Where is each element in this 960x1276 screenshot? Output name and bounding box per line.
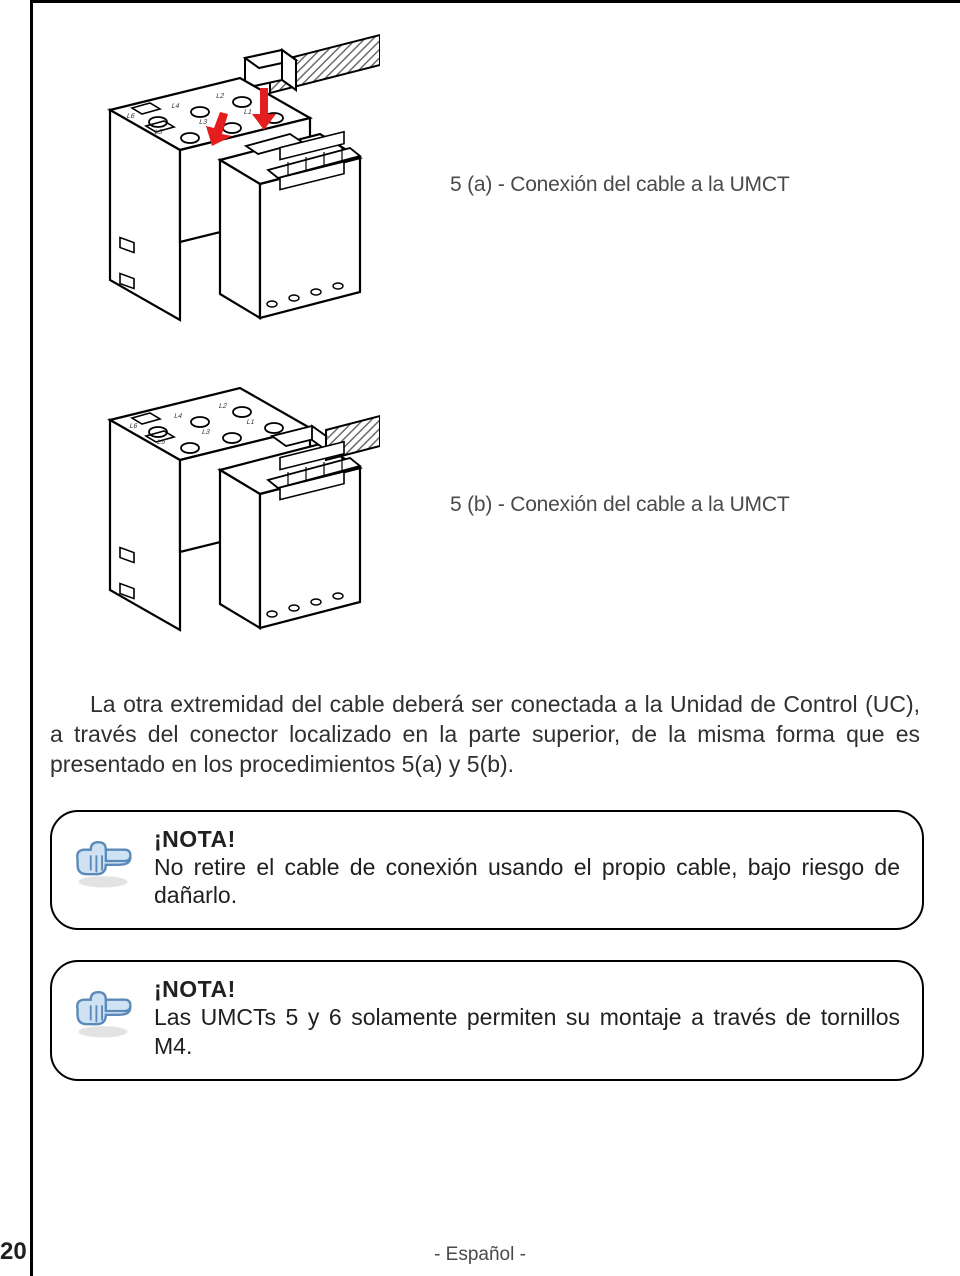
page-content: L6 L4 L2 L5 L3 L1 [50,30,930,1256]
figure-5b-row: L6 L4 L2 L5 L3 L1 [50,350,930,660]
body-paragraph: La otra extremidad del cable deberá ser … [50,690,930,780]
note-box-2: ¡NOTA! Las UMCTs 5 y 6 solamente permite… [50,960,924,1081]
pointing-hand-icon [70,982,136,1040]
figure-5b-illustration: L6 L4 L2 L5 L3 L1 [50,350,380,660]
note-box-1: ¡NOTA! No retire el cable de conexión us… [50,810,924,931]
figure-5b-caption: 5 (b) - Conexión del cable a la UMCT [450,493,789,517]
note-2-title: ¡NOTA! [154,976,900,1003]
figure-5a-row: L6 L4 L2 L5 L3 L1 [50,30,930,340]
figure-5a-illustration: L6 L4 L2 L5 L3 L1 [50,30,380,340]
note-1-text: ¡NOTA! No retire el cable de conexión us… [154,826,900,911]
note-1-title: ¡NOTA! [154,826,900,853]
figure-5a-caption: 5 (a) - Conexión del cable a la UMCT [450,173,789,197]
page-top-rule [30,0,960,3]
note-1-body: No retire el cable de conexión usando el… [154,853,900,911]
page-left-rule [30,0,33,1276]
footer-language: - Español - [0,1244,960,1266]
note-2-body: Las UMCTs 5 y 6 solamente permiten su mo… [154,1003,900,1061]
note-2-text: ¡NOTA! Las UMCTs 5 y 6 solamente permite… [154,976,900,1061]
pointing-hand-icon [70,832,136,890]
